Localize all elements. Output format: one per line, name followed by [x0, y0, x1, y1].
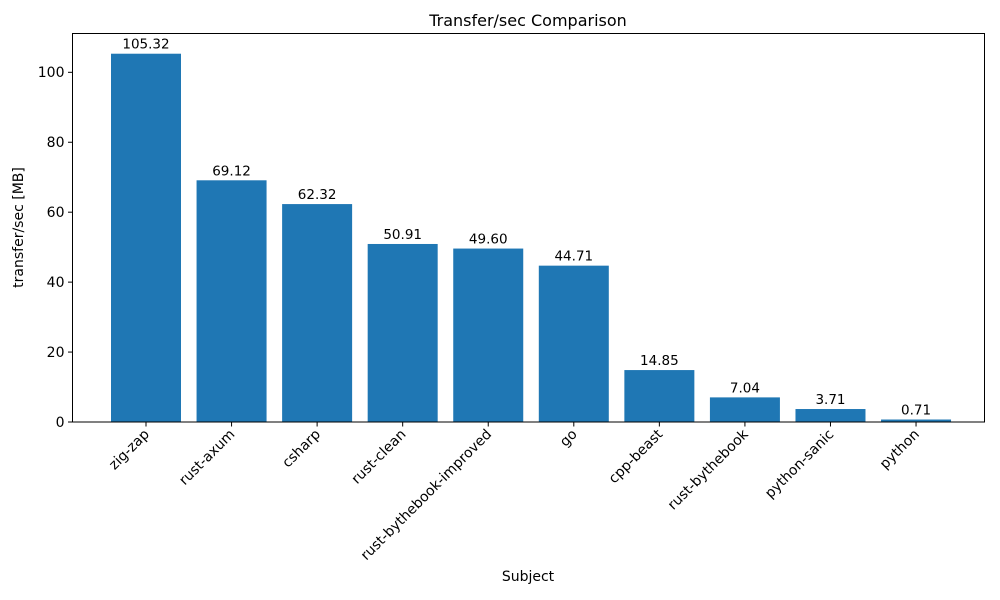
bar-value-label: 44.71 [554, 249, 593, 265]
value-labels-layer: 105.32 69.12 62.32 50.91 49.60 44.71 14.85 7.04… [122, 37, 931, 419]
y-tick-label: 40 [47, 275, 65, 291]
bar-python-sanic [795, 409, 866, 422]
y-tick-label: 80 [47, 135, 65, 151]
x-axis-label: Subject [502, 569, 555, 585]
bar-value-label: 105.32 [122, 37, 169, 53]
chart-title: Transfer/sec Comparison [428, 11, 627, 30]
y-tick-label: 100 [38, 65, 65, 81]
y-axis-label: transfer/sec [MB] [11, 167, 27, 288]
bar-rust-clean [367, 243, 438, 422]
bar-rust-axum [196, 180, 267, 422]
bar-value-label: 69.12 [212, 163, 251, 179]
bar-zig-zap [111, 53, 181, 422]
x-tick-label: rust-axum [176, 427, 238, 489]
bar-rust-bythebook [709, 397, 780, 422]
plot-frame [72, 33, 985, 423]
x-tick-label: cpp-beast [606, 426, 667, 487]
x-tick-label: python [877, 427, 923, 473]
y-tick-label: 20 [47, 345, 65, 361]
y-tick-label: 60 [47, 205, 65, 221]
bar-value-label: 49.60 [469, 232, 508, 248]
x-tick-label: csharp [279, 426, 324, 471]
bar-value-label: 50.91 [383, 227, 422, 243]
x-tick-label: python-sanic [762, 427, 837, 502]
x-tick-label: go [557, 427, 581, 451]
bar-cpp-beast [624, 370, 695, 422]
x-axis-ticks: zig-zap rust-axum csharp rust-clean rust-byt… [106, 422, 923, 564]
x-tick-label: zig-zap [106, 426, 153, 473]
bar-value-label: 62.32 [298, 187, 337, 203]
bar-rust-bythebook-improved [453, 248, 524, 422]
bar-value-label: 0.71 [901, 403, 931, 419]
bar-value-label: 14.85 [640, 353, 679, 369]
bar-value-label: 3.71 [815, 392, 845, 408]
bar-python [881, 419, 952, 422]
bars-layer [111, 53, 952, 422]
bar-csharp [282, 204, 353, 422]
x-tick-label: rust-clean [349, 427, 410, 488]
x-tick-label: rust-bythebook [665, 426, 752, 513]
y-axis-ticks: 0 20 40 60 80 100 [38, 65, 73, 431]
bar-value-label: 7.04 [730, 380, 760, 396]
bar-go [538, 265, 609, 422]
y-tick-label: 0 [56, 415, 65, 431]
